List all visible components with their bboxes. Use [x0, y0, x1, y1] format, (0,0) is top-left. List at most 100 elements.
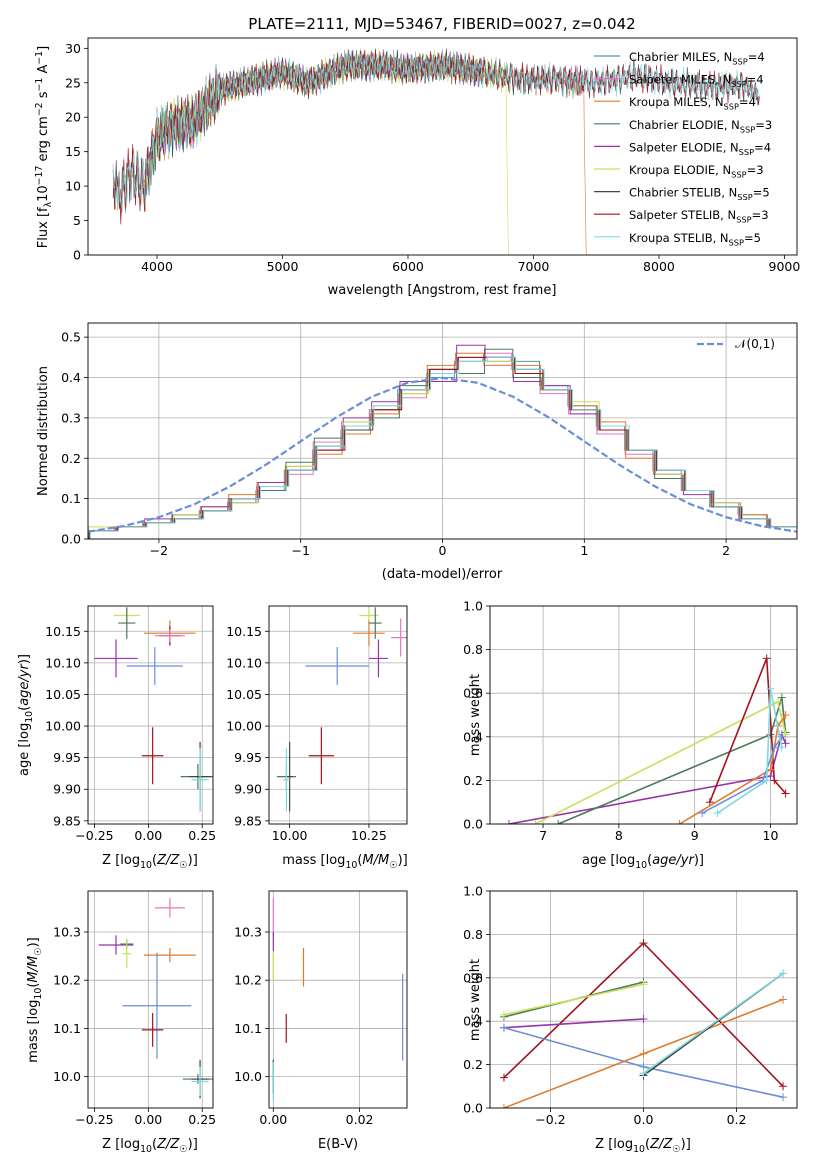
label-part: )]: [398, 853, 408, 868]
label-part: Salpeter MILES, N: [629, 73, 731, 87]
label-part: (: [357, 853, 362, 868]
y-tick-label: 0.1: [61, 491, 81, 506]
y-tick-label: 10.1: [53, 1021, 81, 1036]
label-part: (: [152, 853, 157, 868]
label-part: M/M: [362, 853, 389, 868]
label-part: =3: [747, 163, 764, 177]
x-tick-label: 0.00: [134, 828, 162, 843]
label-part: SSP: [740, 124, 755, 134]
label-part: (: [647, 853, 652, 868]
label-part: age [log: [17, 723, 32, 776]
x-tick-label: 10.25: [351, 828, 387, 843]
y-tick-label: 0.2: [61, 451, 81, 466]
label-part: Kroupa STELIB, N: [629, 231, 729, 245]
legend-label: Salpeter MILES, NSSP=4: [629, 73, 764, 89]
y-tick-label: 0.4: [61, 370, 81, 385]
label-part: age/yr: [652, 853, 695, 868]
label-part: Z [log: [102, 1137, 140, 1152]
series-line: [701, 736, 783, 814]
label-part: )]: [681, 1137, 691, 1152]
x-axis-label: mass [log10(M/M☉)]: [282, 853, 408, 871]
label-part: Z/Z: [156, 1137, 180, 1152]
x-tick-label: −0.25: [75, 828, 113, 843]
panel-6: 0.00 0.02 10.0 10.1 10.2 10.3: [234, 890, 408, 1127]
label-part: Flux [f: [36, 207, 51, 248]
label-part: 10: [633, 1144, 645, 1155]
series-line: [88, 376, 797, 533]
x-tick-label: 10: [763, 828, 779, 843]
y-tick-label: 10.15: [45, 624, 81, 639]
y-axis-label: mass [log10(M/M☉)]: [26, 937, 44, 1063]
y-tick-label: 10.05: [226, 687, 262, 702]
histogram-step: [89, 356, 797, 539]
plot-area: [276, 607, 407, 812]
label-part: Salpeter ELODIE, N: [629, 140, 739, 154]
y-tick-label: 9.95: [234, 750, 262, 765]
axes-frame: [87, 37, 798, 256]
y-tick-label: 0.8: [463, 927, 483, 942]
legend-label: Chabrier ELODIE, NSSP=3: [629, 118, 772, 134]
plot-area: [88, 344, 797, 539]
legend-label: Kroupa MILES, NSSP=4: [629, 95, 756, 111]
label-part: Z [log: [102, 853, 140, 868]
x-tick-label: 0.0: [634, 1112, 654, 1127]
label-part: ☉: [672, 1144, 680, 1155]
x-tick-label: 8: [615, 828, 623, 843]
x-tick-label: 0.00: [259, 1112, 287, 1127]
panel-2: −0.25 0.00 0.25 9.85 9.90 9.95 10.00 10.05 10.10…: [45, 605, 216, 843]
label-part: 10: [36, 185, 51, 202]
label-part: Z [log: [595, 1137, 633, 1152]
y-tick-label: 0: [73, 248, 81, 263]
axes-frame: [87, 605, 214, 825]
panel-5: −0.25 0.00 0.25 10.0 10.1 10.2 10.3: [53, 890, 216, 1127]
y-tick-label: 10.3: [234, 924, 262, 939]
y-tick-label: 20: [65, 110, 81, 125]
x-tick-label: −1: [291, 543, 309, 558]
label-part: mass [log: [282, 853, 345, 868]
y-tick-label: 10.10: [226, 655, 262, 670]
y-axis-label: Flux [fλ10−17 erg cm−2 s−1 A−1]: [34, 46, 54, 248]
label-part: Z/Z: [649, 1137, 673, 1152]
label-part: SSP: [729, 237, 744, 247]
axes-frame: [268, 890, 408, 1109]
plot-area: [499, 939, 788, 1108]
x-axis-label: Z [log10(Z/Z☉)]: [102, 1137, 198, 1155]
x-tick-label: 8000: [643, 259, 675, 274]
label-part: =3: [755, 118, 772, 132]
legend-label: Salpeter ELODIE, NSSP=4: [629, 140, 771, 156]
y-tick-label: 9.90: [234, 782, 262, 797]
label-part: −17: [34, 166, 45, 186]
y-tick-label: 5: [73, 213, 81, 228]
legend-label: Kroupa STELIB, NSSP=5: [629, 231, 761, 247]
y-tick-label: 0.8: [463, 642, 483, 657]
x-tick-label: 4000: [141, 259, 173, 274]
series-line: [716, 688, 783, 814]
y-tick-label: 0.0: [61, 532, 81, 547]
x-tick-label: 0.2: [727, 1112, 747, 1127]
y-tick-label: 25: [65, 75, 81, 90]
x-tick-label: 5000: [267, 259, 299, 274]
chart-title: PLATE=2111, MJD=53467, FIBERID=0027, z=0…: [248, 15, 635, 33]
y-tick-label: 10.1: [234, 1021, 262, 1036]
label-part: ☉: [389, 860, 397, 871]
series-line: [709, 658, 787, 803]
label-part: age/yr: [17, 662, 32, 705]
label-part: (: [17, 706, 32, 711]
histogram-step: [88, 348, 797, 532]
x-axis-label: Z [log10(Z/Z☉)]: [595, 1137, 691, 1155]
label-part: )]: [26, 937, 41, 947]
y-tick-label: 9.90: [53, 782, 81, 797]
label-part: 10: [140, 860, 152, 871]
label-part: SSP: [736, 215, 751, 225]
y-tick-label: 10: [65, 179, 81, 194]
x-tick-label: 0.02: [346, 1112, 374, 1127]
y-tick-label: 0.6: [463, 970, 483, 985]
y-tick-label: 10.00: [45, 719, 81, 734]
y-axis-label: Normed distribution: [36, 366, 51, 496]
label-part: 10: [635, 860, 647, 871]
series-line: [643, 972, 784, 1074]
label-part: −2: [34, 102, 45, 116]
plot-area: [504, 654, 790, 824]
label-part: )]: [694, 853, 704, 868]
y-tick-label: 10.15: [226, 624, 262, 639]
